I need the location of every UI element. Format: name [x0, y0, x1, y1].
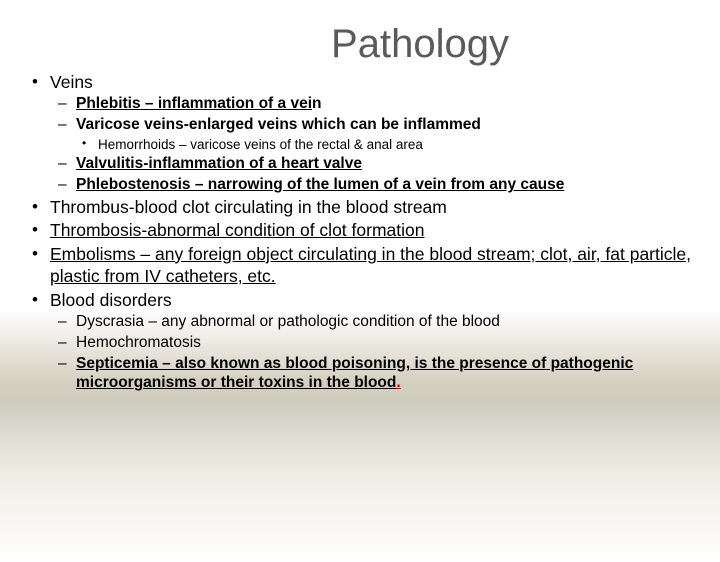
- item-thrombus: Thrombus-blood clot circulating in the b…: [24, 196, 696, 218]
- hemorrhoids-text: Hemorrhoids – varicose veins of the rect…: [98, 137, 423, 152]
- item-varicose: Varicose veins-enlarged veins which can …: [50, 115, 696, 153]
- slide-title: Pathology: [120, 22, 720, 67]
- blood-disorders-label: Blood disorders: [50, 290, 172, 310]
- item-dyscrasia: Dyscrasia – any abnormal or pathologic c…: [50, 312, 696, 332]
- item-blood-disorders: Blood disorders Dyscrasia – any abnormal…: [24, 289, 696, 394]
- phlebitis-text-b: n: [312, 95, 321, 112]
- septicemia-period: .: [396, 374, 400, 391]
- item-phlebostenosis: Phlebostenosis – narrowing of the lumen …: [50, 175, 696, 195]
- dyscrasia-text: Dyscrasia – any abnormal or pathologic c…: [76, 313, 500, 330]
- septicemia-text: Septicemia – also known as blood poisoni…: [76, 355, 633, 392]
- item-hemochromatosis: Hemochromatosis: [50, 333, 696, 353]
- thrombus-text: Thrombus-blood clot circulating in the b…: [50, 197, 447, 217]
- item-hemorrhoids: Hemorrhoids – varicose veins of the rect…: [76, 136, 696, 153]
- item-veins: Veins Phlebitis – inflammation of a vein…: [24, 71, 696, 195]
- thrombosis-text: Thrombosis-abnormal condition of clot fo…: [50, 220, 424, 240]
- veins-label: Veins: [50, 72, 93, 92]
- blood-disorders-sublist: Dyscrasia – any abnormal or pathologic c…: [50, 312, 696, 393]
- varicose-sublist: Hemorrhoids – varicose veins of the rect…: [76, 136, 696, 153]
- item-septicemia: Septicemia – also known as blood poisoni…: [50, 354, 696, 394]
- hemochromatosis-text: Hemochromatosis: [76, 334, 201, 351]
- valvulitis-text: Valvulitis-inflammation of a heart valve: [76, 155, 362, 172]
- veins-sublist: Phlebitis – inflammation of a vein Varic…: [50, 94, 696, 195]
- item-embolisms: Embolisms – any foreign object circulati…: [24, 243, 696, 288]
- item-phlebitis: Phlebitis – inflammation of a vein: [50, 94, 696, 114]
- bullet-list: Veins Phlebitis – inflammation of a vein…: [24, 71, 696, 393]
- slide-container: Pathology Veins Phlebitis – inflammation…: [0, 22, 720, 393]
- slide-content: Veins Phlebitis – inflammation of a vein…: [0, 71, 720, 393]
- item-thrombosis: Thrombosis-abnormal condition of clot fo…: [24, 219, 696, 241]
- phlebostenosis-text: Phlebostenosis – narrowing of the lumen …: [76, 176, 564, 193]
- varicose-text: Varicose veins-enlarged veins which can …: [76, 116, 481, 133]
- phlebitis-text-a: Phlebitis – inflammation of a vei: [76, 95, 312, 112]
- item-valvulitis: Valvulitis-inflammation of a heart valve: [50, 154, 696, 174]
- embolisms-text: Embolisms – any foreign object circulati…: [50, 244, 691, 286]
